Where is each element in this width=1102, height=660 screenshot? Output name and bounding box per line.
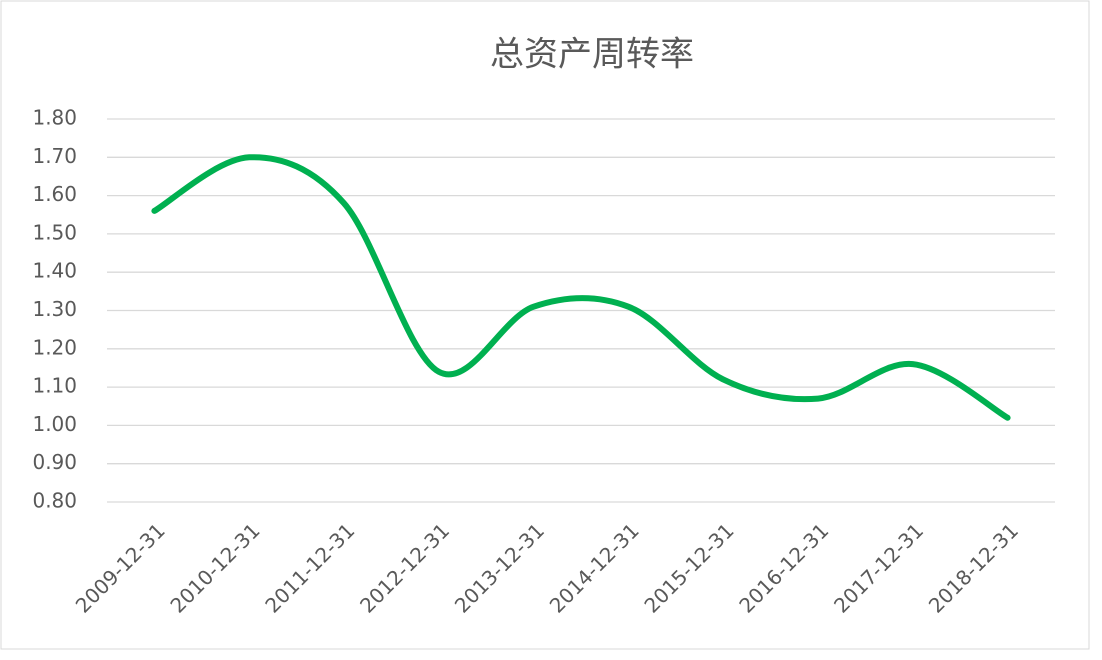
line-series: [151, 154, 1011, 421]
chart-title: 总资产周转率: [490, 35, 694, 75]
y-tick-label: 1.40: [32, 259, 77, 283]
y-tick-label: 1.00: [32, 412, 77, 436]
y-tick-label: 1.30: [32, 297, 77, 321]
y-tick-label: 0.90: [32, 450, 77, 474]
y-tick-label: 1.60: [32, 182, 77, 206]
y-tick-label: 1.20: [32, 335, 77, 359]
y-tick-label: 1.80: [32, 106, 77, 130]
chart-area: [0, 0, 1090, 650]
y-tick-label: 1.50: [32, 220, 77, 244]
y-tick-label: 1.10: [32, 374, 77, 398]
y-tick-label: 0.80: [32, 489, 77, 513]
y-tick-label: 1.70: [32, 144, 77, 168]
